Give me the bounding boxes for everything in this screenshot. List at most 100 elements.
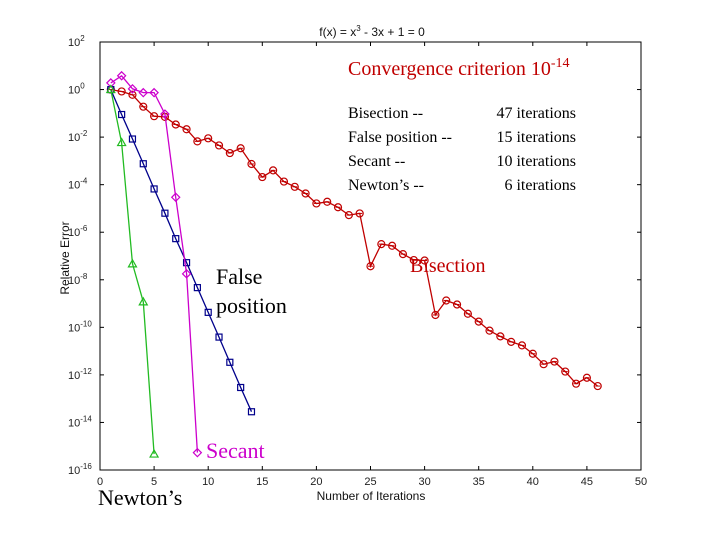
series-false-position	[107, 85, 256, 416]
series-line-secant	[110, 74, 199, 453]
y-tick-label: 10-12	[68, 367, 92, 382]
data-point-bisection	[377, 240, 386, 249]
x-axis-label: Number of Iterations	[317, 489, 426, 503]
data-point-secant	[105, 78, 116, 88]
y-axis-ticks: 102 100 10-2 10-4 10-6 10-8 10-10 10-12 10-14 10-…	[68, 34, 641, 477]
x-tick-label: 25	[364, 476, 376, 488]
data-point-bisection	[269, 166, 278, 175]
data-point-newton-s	[149, 448, 160, 458]
data-point-bisection	[571, 379, 581, 388]
series-secant	[105, 70, 203, 458]
data-point-bisection	[409, 255, 418, 265]
data-point-bisection	[561, 367, 570, 376]
secant-label: Secant	[206, 438, 265, 463]
x-tick-label: 10	[202, 476, 214, 488]
data-point-false-position	[215, 333, 223, 341]
y-tick-label: 100	[68, 82, 85, 97]
data-point-secant	[192, 447, 203, 458]
x-tick-label: 15	[256, 476, 268, 488]
data-point-bisection	[442, 296, 451, 305]
data-point-secant	[170, 192, 181, 203]
data-point-false-position	[193, 284, 201, 292]
series-line-newton-s	[110, 89, 155, 455]
x-tick-label: 40	[527, 476, 539, 488]
data-point-bisection	[550, 357, 559, 366]
data-point-secant	[138, 87, 149, 98]
data-point-bisection	[323, 197, 332, 206]
false-position-label-line2: position	[216, 293, 287, 318]
data-point-secant	[127, 83, 138, 94]
data-point-false-position	[172, 235, 180, 243]
series-layer	[105, 70, 602, 458]
data-point-bisection	[128, 90, 137, 99]
data-point-bisection	[528, 349, 537, 358]
data-point-false-position	[226, 358, 234, 366]
data-point-false-position	[128, 135, 137, 143]
summary-label-false-position: False position --	[348, 129, 452, 146]
series-newton-s	[105, 84, 160, 458]
data-point-false-position	[247, 408, 256, 416]
data-point-bisection	[593, 381, 602, 391]
newton-label: Newton’s	[98, 485, 182, 510]
data-point-bisection	[582, 373, 592, 382]
series-bisection	[106, 85, 602, 391]
x-tick-label: 35	[473, 476, 485, 488]
y-tick-label: 10-16	[68, 462, 92, 477]
data-point-bisection	[182, 125, 191, 134]
data-point-bisection	[301, 189, 310, 198]
data-point-false-position	[139, 160, 147, 168]
y-tick-label: 10-2	[68, 129, 88, 144]
data-point-bisection	[366, 262, 375, 271]
summary-label-secant: Secant --	[348, 153, 405, 170]
data-point-bisection	[344, 211, 353, 220]
summary-value-secant: 10 iterations	[496, 153, 576, 170]
data-point-bisection	[474, 317, 483, 326]
series-line-bisection	[110, 88, 599, 387]
data-point-newton-s	[138, 296, 149, 306]
data-point-bisection	[225, 148, 234, 158]
data-point-false-position	[204, 308, 212, 316]
data-point-secant	[160, 109, 170, 119]
x-tick-label: 20	[310, 476, 322, 488]
data-point-bisection	[139, 102, 148, 111]
false-position-label-line1: False	[216, 264, 262, 289]
convergence-criterion-label: Convergence criterion 10-14	[348, 56, 570, 80]
data-point-bisection	[333, 203, 343, 212]
data-point-bisection	[420, 256, 429, 265]
data-point-newton-s	[127, 258, 138, 268]
data-point-bisection	[279, 177, 289, 186]
x-axis-ticks: 0 5 10 15 20 25 30 35 40 45 50	[97, 42, 647, 488]
summary-value-bisection: 47 iterations	[496, 105, 576, 122]
iterations-summary: Bisection -- 47 iterations False positio…	[348, 105, 576, 194]
data-point-bisection	[539, 360, 548, 369]
data-point-secant	[181, 268, 192, 279]
data-point-bisection	[204, 134, 213, 143]
data-point-bisection	[214, 141, 224, 150]
data-point-secant	[116, 70, 127, 81]
data-point-bisection	[171, 120, 180, 129]
x-tick-label: 0	[97, 476, 103, 488]
y-axis-label: Relative Error	[58, 221, 72, 294]
data-point-bisection	[193, 137, 202, 146]
y-tick-label: 10-10	[68, 319, 92, 334]
summary-label-newton: Newton’s --	[348, 177, 424, 194]
data-point-bisection	[496, 332, 505, 341]
data-point-secant	[149, 87, 159, 98]
data-point-bisection	[507, 337, 516, 346]
data-point-bisection	[485, 326, 494, 335]
data-point-bisection	[388, 241, 397, 250]
y-tick-label: 102	[68, 34, 85, 49]
data-point-bisection	[517, 341, 527, 350]
data-point-bisection	[150, 112, 159, 121]
data-point-false-position	[150, 185, 158, 193]
data-point-newton-s	[116, 137, 127, 147]
x-tick-label: 50	[635, 476, 647, 488]
x-tick-label: 5	[151, 476, 157, 488]
data-point-false-position	[161, 209, 169, 217]
summary-value-newton: 6 iterations	[504, 177, 576, 194]
data-point-false-position	[118, 110, 126, 119]
data-point-bisection	[117, 87, 126, 96]
x-tick-label: 45	[581, 476, 593, 488]
data-point-bisection	[452, 300, 462, 309]
data-point-bisection	[463, 309, 472, 318]
